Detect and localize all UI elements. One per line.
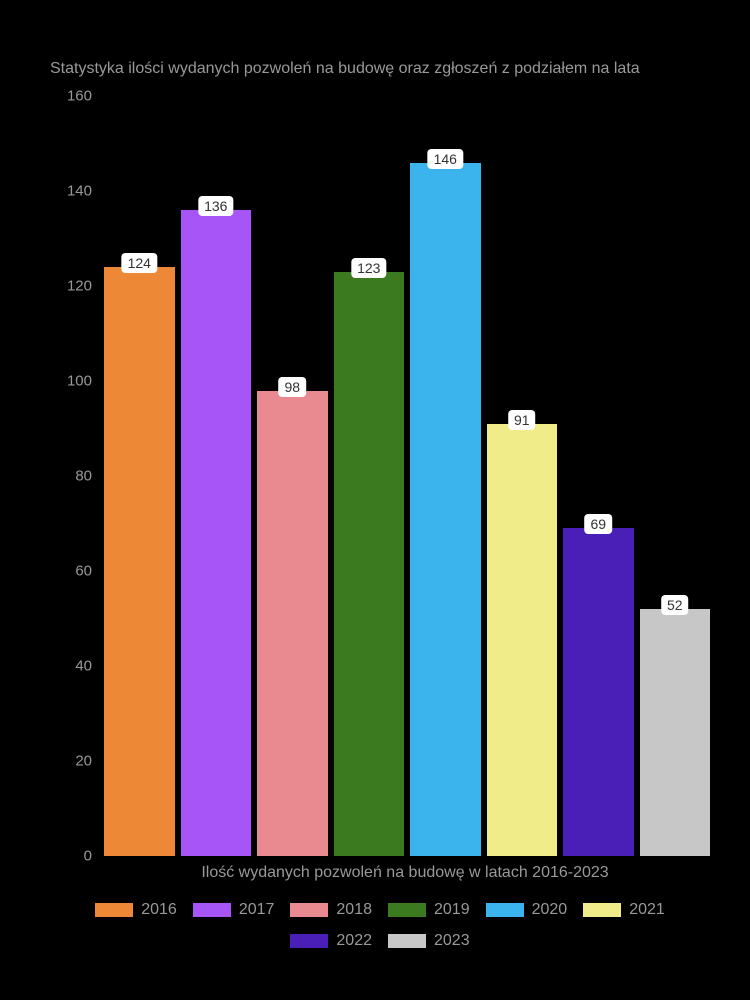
legend-item-2019: 2019 — [388, 896, 470, 924]
y-tick: 120 — [67, 278, 92, 295]
bar-value-label: 136 — [198, 196, 233, 216]
legend-label: 2016 — [141, 896, 177, 924]
y-tick: 160 — [67, 88, 92, 105]
legend: 2016 2017 2018 2019 2020 2021 2022 2023 — [50, 896, 710, 958]
y-tick: 60 — [75, 563, 92, 580]
bar-2019: 123 — [334, 272, 405, 856]
bar-value-label: 69 — [584, 514, 612, 534]
y-tick: 40 — [75, 658, 92, 675]
bar-value-label: 52 — [661, 595, 689, 615]
legend-label: 2021 — [629, 896, 665, 924]
legend-item-2023: 2023 — [388, 927, 470, 955]
legend-label: 2023 — [434, 927, 470, 955]
plot-area: 020406080100120140160 124136981231469169… — [100, 96, 710, 856]
bar-value-label: 146 — [428, 149, 463, 169]
y-tick: 100 — [67, 373, 92, 390]
bar-chart: Statystyka ilości wydanych pozwoleń na b… — [50, 60, 710, 958]
legend-swatch — [486, 903, 524, 917]
legend-label: 2017 — [239, 896, 275, 924]
y-axis: 020406080100120140160 — [50, 96, 100, 856]
legend-swatch — [193, 903, 231, 917]
legend-swatch — [388, 903, 426, 917]
y-tick: 80 — [75, 468, 92, 485]
legend-swatch — [290, 934, 328, 948]
bar-2016: 124 — [104, 267, 175, 856]
legend-label: 2022 — [336, 927, 372, 955]
legend-item-2022: 2022 — [290, 927, 372, 955]
bar-value-label: 123 — [351, 258, 386, 278]
chart-title: Statystyka ilości wydanych pozwoleń na b… — [50, 60, 710, 78]
legend-item-2017: 2017 — [193, 896, 275, 924]
bars-container: 12413698123146916952 — [100, 96, 710, 856]
legend-swatch — [583, 903, 621, 917]
y-tick: 20 — [75, 753, 92, 770]
bar-2020: 146 — [410, 163, 481, 857]
y-tick: 0 — [84, 848, 92, 865]
legend-swatch — [290, 903, 328, 917]
bar-value-label: 98 — [278, 377, 306, 397]
legend-swatch — [95, 903, 133, 917]
bar-2017: 136 — [181, 210, 252, 856]
bar-2022: 69 — [563, 528, 634, 856]
legend-label: 2020 — [532, 896, 568, 924]
legend-item-2018: 2018 — [290, 896, 372, 924]
legend-item-2016: 2016 — [95, 896, 177, 924]
legend-swatch — [388, 934, 426, 948]
bar-2023: 52 — [640, 609, 711, 856]
legend-label: 2018 — [336, 896, 372, 924]
legend-item-2021: 2021 — [583, 896, 665, 924]
x-axis-label: Ilość wydanych pozwoleń na budowę w lata… — [100, 864, 710, 882]
bar-2021: 91 — [487, 424, 558, 856]
legend-label: 2019 — [434, 896, 470, 924]
legend-item-2020: 2020 — [486, 896, 568, 924]
bar-value-label: 91 — [508, 410, 536, 430]
bar-2018: 98 — [257, 391, 328, 857]
bar-value-label: 124 — [122, 253, 157, 273]
y-tick: 140 — [67, 183, 92, 200]
